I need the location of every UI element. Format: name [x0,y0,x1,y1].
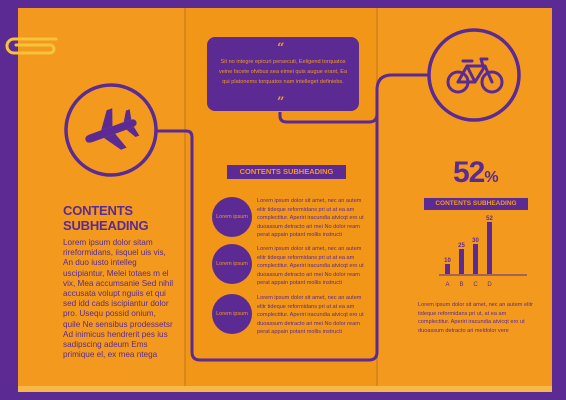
middle-subheading-banner: CONTENTS SUBHEADING [227,165,346,179]
bubble-3: Lorem ipsum [212,294,252,334]
paperclip-icon [5,37,58,55]
bar-A [445,264,450,274]
right-body-text: Lorem ipsum dolor sit amet, nec an autem… [418,302,534,334]
stat-percent: 52% [453,156,499,195]
bubble-label: Lorem ipsum [216,261,248,267]
bubble-1: Lorem ipsum [212,197,252,237]
right-subheading: CONTENTS SUBHEADING [435,200,517,207]
left-panel [18,8,184,386]
bicycle-icon [446,57,504,94]
bar-B [459,249,464,274]
bar-value-label: 10 [444,258,451,264]
page-edge-strip [18,386,552,392]
right-subheading-banner: CONTENTS SUBHEADING [424,198,528,210]
bar-value-label: 25 [458,243,465,249]
row-text-3: Lorem ipsum dolor sit amet, nec an autem… [257,295,364,336]
bar-value-label: 30 [472,238,479,244]
bar-D [487,222,492,274]
row-text-2: Lorem ipsum dolor sit amet, nec an autem… [257,246,364,287]
stat-value: 52 [453,156,485,189]
airplane-icon [85,108,140,150]
bar-value-label: 52 [486,216,493,222]
left-body-text: Lorem ipsum dolor sitam rireformidans, i… [63,238,174,360]
bubble-2: Lorem ipsum [212,244,252,284]
quote-text: Sit no integre epicuri persecuti, Eelige… [218,59,348,85]
quote-open-icon: “ [277,41,285,56]
bar-category-label: A [445,282,449,288]
left-heading: CONTENTS SUBHEADING [63,203,149,233]
bar-chart: 10 A 25 B 30 C 52 D [439,216,527,288]
bar-category-label: B [459,282,463,288]
row-text-1: Lorem ipsum dolor sit amet, nec an autem… [257,198,364,239]
bubble-label: Lorem ipsum [216,311,248,317]
quote-box: “ Sit no integre epicuri persecuti, Eeli… [207,37,359,111]
quote-close-icon: ” [277,95,285,110]
stat-unit: % [484,169,499,186]
bar-category-label: C [473,282,478,288]
fold-line-left [184,8,186,386]
bubble-label: Lorem ipsum [216,214,248,220]
bar-C [473,244,478,274]
bar-category-label: D [487,282,492,288]
middle-subheading: CONTENTS SUBHEADING [239,167,334,176]
